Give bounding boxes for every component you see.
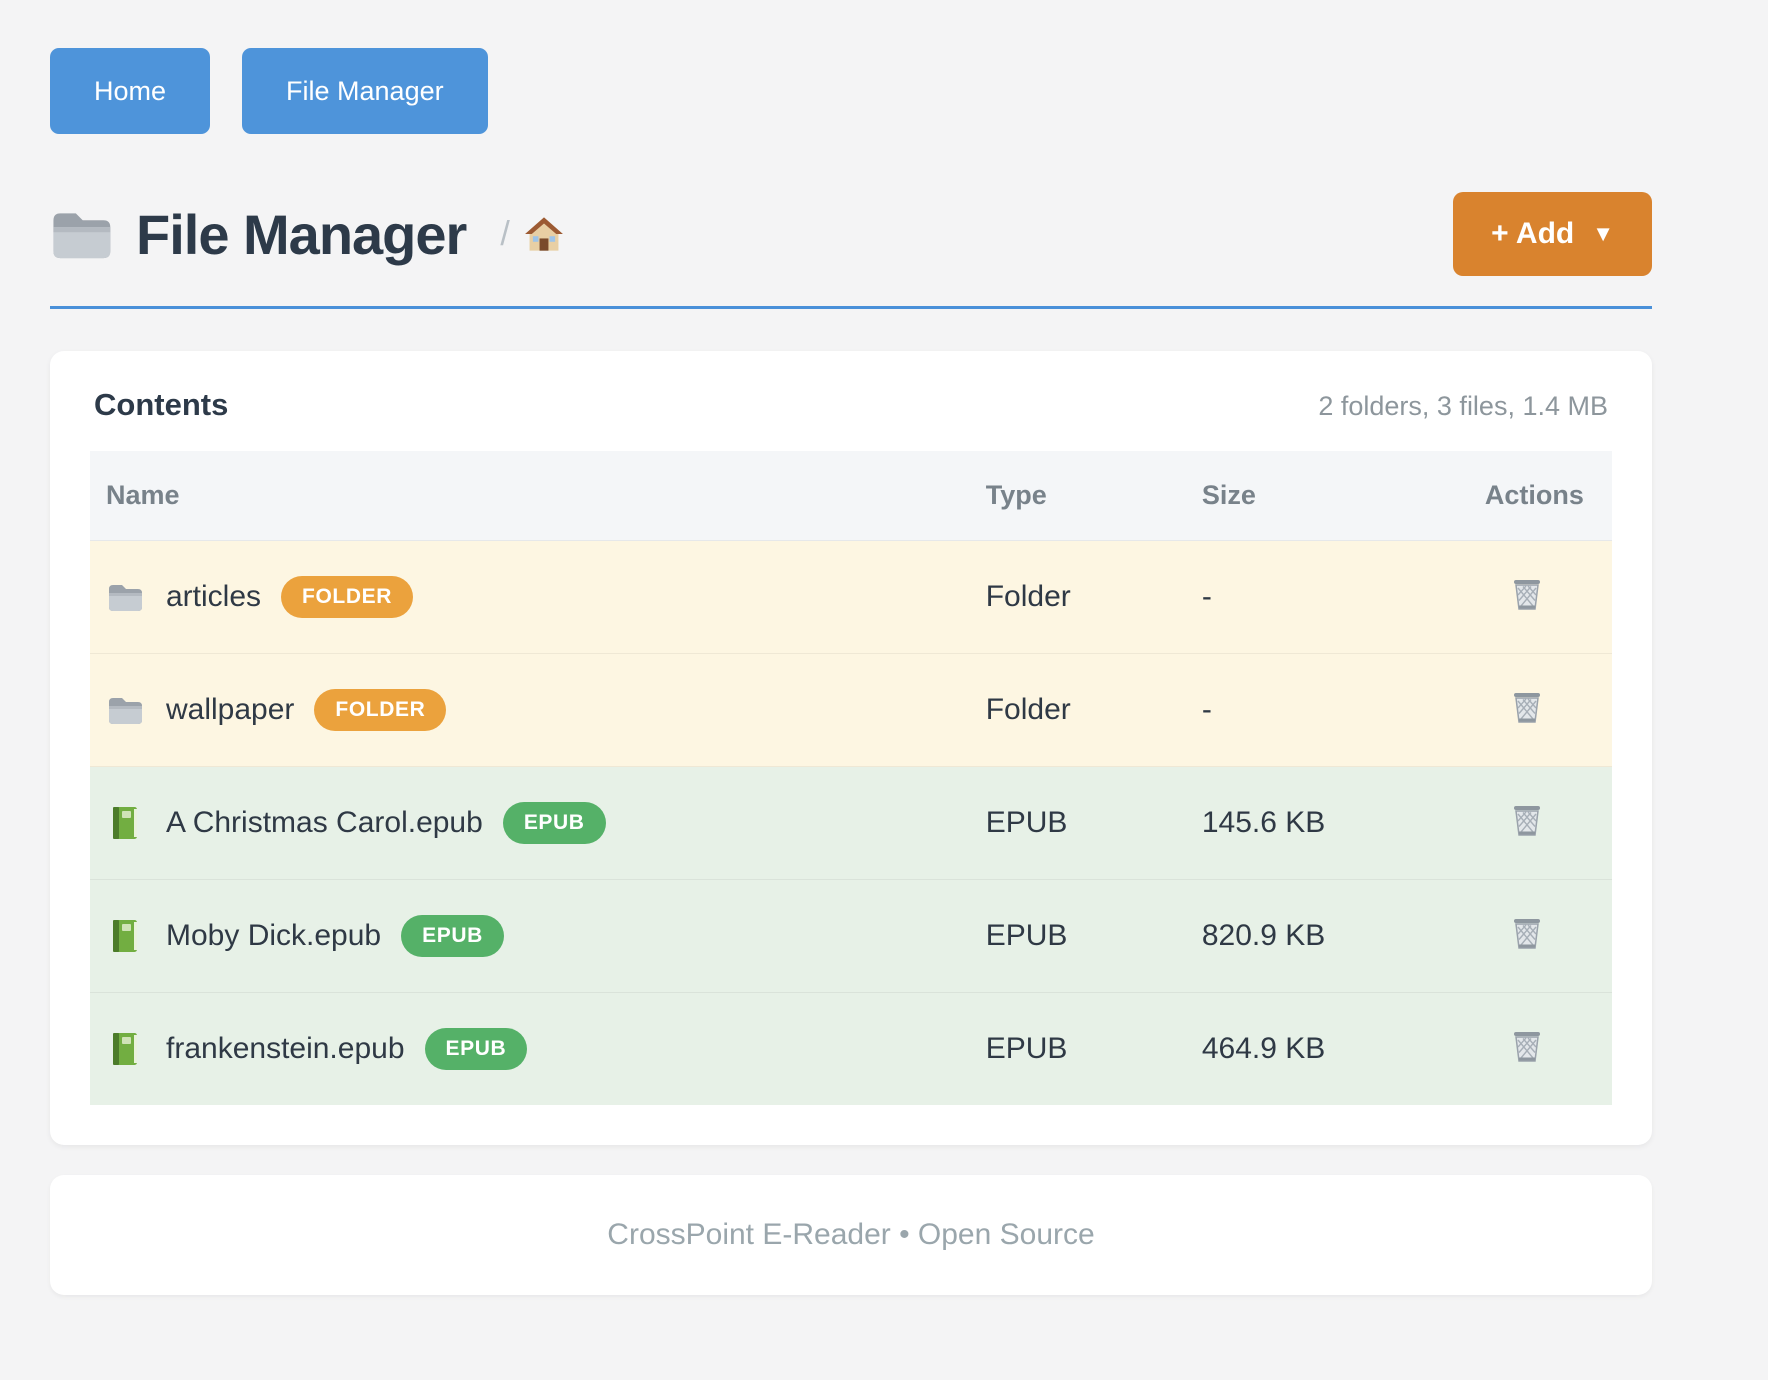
type-badge: FOLDER <box>281 576 413 618</box>
delete-button[interactable] <box>1511 1027 1543 1063</box>
file-size: 464.9 KB <box>1201 1032 1326 1065</box>
file-name[interactable]: A Christmas Carol.epub <box>166 806 483 839</box>
contents-summary: 2 folders, 3 files, 1.4 MB <box>1318 391 1608 421</box>
folder-icon <box>106 695 144 725</box>
add-button[interactable]: + Add ▼ <box>1453 192 1652 276</box>
green-book-icon <box>113 807 137 839</box>
folder-icon <box>106 582 144 612</box>
page-title: File Manager <box>136 202 467 266</box>
delete-button[interactable] <box>1511 801 1543 837</box>
table-header-row: Name Type Size Actions <box>90 451 1612 541</box>
table-row[interactable]: articles FOLDER Folder - <box>90 540 1612 654</box>
file-type: EPUB <box>985 919 1068 952</box>
wastebasket-icon <box>1513 919 1540 949</box>
delete-button[interactable] <box>1511 575 1543 611</box>
contents-card-header: Contents 2 folders, 3 files, 1.4 MB <box>90 387 1612 423</box>
footer-card: CrossPoint E-Reader • Open Source <box>50 1175 1652 1295</box>
file-name[interactable]: wallpaper <box>166 693 295 726</box>
file-type: Folder <box>985 693 1071 726</box>
column-header-actions: Actions <box>1468 451 1612 541</box>
file-size: - <box>1201 580 1212 613</box>
header-divider <box>50 306 1652 309</box>
wastebasket-icon <box>1513 580 1540 610</box>
home-button[interactable]: Home <box>50 48 211 134</box>
file-type: Folder <box>985 580 1071 613</box>
column-header-type: Type <box>969 451 1186 541</box>
green-book-icon <box>113 920 137 952</box>
file-size: 145.6 KB <box>1201 806 1326 839</box>
home-icon[interactable] <box>524 216 564 252</box>
delete-button[interactable] <box>1511 688 1543 724</box>
footer-text: CrossPoint E-Reader • Open Source <box>607 1218 1095 1251</box>
wastebasket-icon <box>1513 806 1540 836</box>
title-group: File Manager / <box>50 202 564 267</box>
green-book-icon <box>113 1033 137 1065</box>
column-header-name: Name <box>90 451 970 541</box>
wastebasket-icon <box>1513 693 1540 723</box>
table-row[interactable]: wallpaper FOLDER Folder - <box>90 653 1612 767</box>
folder-icon <box>109 585 142 611</box>
chevron-down-icon: ▼ <box>1592 221 1614 246</box>
file-name[interactable]: Moby Dick.epub <box>166 919 382 952</box>
top-nav: Home File Manager <box>50 0 1652 134</box>
file-manager-button[interactable]: File Manager <box>242 48 488 134</box>
add-button-label: + Add <box>1491 217 1575 250</box>
file-name[interactable]: articles <box>166 580 262 613</box>
page-header: File Manager / + Add ▼ <box>50 192 1652 276</box>
page: Home File Manager File Manager / <box>50 0 1652 1295</box>
column-header-size: Size <box>1185 451 1469 541</box>
file-size: 820.9 KB <box>1201 919 1326 952</box>
type-badge: FOLDER <box>314 689 447 731</box>
contents-card: Contents 2 folders, 3 files, 1.4 MB Name… <box>50 351 1652 1145</box>
file-size: - <box>1201 693 1212 726</box>
file-type: EPUB <box>985 806 1068 839</box>
type-badge: EPUB <box>401 915 504 957</box>
table-row[interactable]: A Christmas Carol.epub EPUB EPUB 145.6 K… <box>90 766 1612 880</box>
file-type: EPUB <box>985 1032 1068 1065</box>
delete-button[interactable] <box>1511 914 1543 950</box>
file-table-body: articles FOLDER Folder - wallpaper FOLDE… <box>90 540 1612 1105</box>
green-book-icon <box>106 1032 144 1066</box>
folder-icon <box>109 698 142 724</box>
breadcrumb-separator: / <box>500 214 510 253</box>
contents-heading: Contents <box>94 387 229 422</box>
file-name[interactable]: frankenstein.epub <box>166 1032 405 1065</box>
type-badge: EPUB <box>502 802 606 844</box>
table-row[interactable]: Moby Dick.epub EPUB EPUB 820.9 KB <box>90 879 1612 993</box>
file-table: Name Type Size Actions articles FOLDER F… <box>90 451 1612 1105</box>
type-badge: EPUB <box>424 1028 528 1070</box>
green-book-icon <box>106 919 144 953</box>
green-book-icon <box>106 806 144 840</box>
table-row[interactable]: frankenstein.epub EPUB EPUB 464.9 KB <box>90 992 1612 1105</box>
folder-icon <box>53 213 111 259</box>
wastebasket-icon <box>1513 1032 1540 1062</box>
breadcrumb: / <box>500 215 563 254</box>
